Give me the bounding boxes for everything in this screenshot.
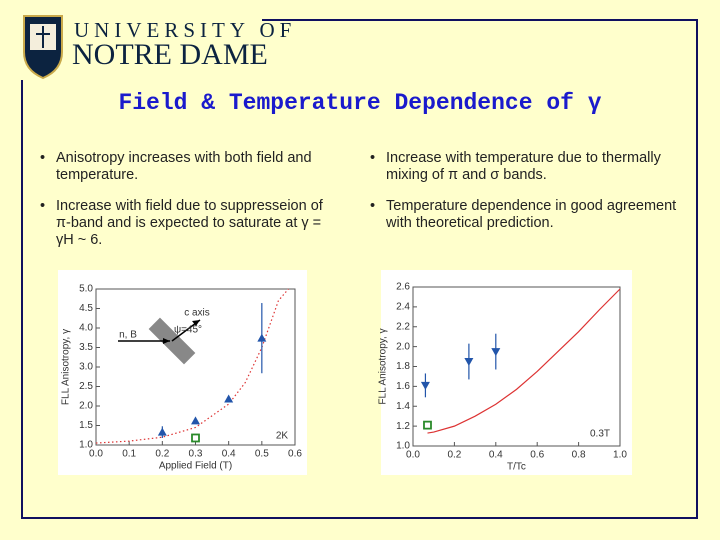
y-tick-label: 2.4 <box>396 302 410 313</box>
x-tick-label: 0.0 <box>89 449 103 460</box>
x-axis-label: Applied Field (T) <box>159 461 232 472</box>
marker <box>420 381 430 390</box>
y-tick-label: 2.2 <box>396 321 410 332</box>
x-tick-label: 0.6 <box>530 450 544 461</box>
y-tick-label: 1.2 <box>396 421 410 432</box>
logo-shield <box>23 15 63 80</box>
x-tick-label: 0.0 <box>406 450 420 461</box>
y-tick-label: 1.0 <box>396 441 410 452</box>
annotation: n, B <box>119 330 137 341</box>
y-tick-label: 1.4 <box>396 401 410 412</box>
y-tick-label: 1.5 <box>79 420 93 431</box>
marker <box>491 348 501 357</box>
frame <box>21 19 698 519</box>
y-tick-label: 3.0 <box>79 362 93 373</box>
header-line: UNIVERSITY OF <box>74 18 297 42</box>
marker <box>191 416 200 425</box>
y-tick-label: 1.8 <box>396 361 410 372</box>
bullet-list: Anisotropy increases with both field and… <box>34 150 334 263</box>
bullet: Increase with temperature due to thermal… <box>364 150 684 184</box>
curve <box>427 288 621 434</box>
y-tick-label: 5.0 <box>79 284 93 295</box>
sample-diagram <box>118 317 201 365</box>
x-tick-label: 0.4 <box>489 450 503 461</box>
x-tick-label: 0.6 <box>288 449 302 460</box>
annotation: 2K <box>276 431 289 442</box>
bullet-list: Increase with temperature due to thermal… <box>364 150 684 246</box>
annotation: ψ=45° <box>174 325 202 336</box>
x-axis-label: T/Tc <box>507 462 526 473</box>
x-tick-label: 0.3 <box>189 449 203 460</box>
x-tick-label: 0.4 <box>222 449 236 460</box>
y-axis-label: FLL Anisotropy, γ <box>61 329 72 405</box>
y-tick-label: 4.5 <box>79 303 93 314</box>
bullet: Increase with field due to suppresseion … <box>34 198 334 249</box>
x-tick-label: 1.0 <box>613 450 627 461</box>
marker <box>224 394 234 403</box>
y-tick-label: 1.6 <box>396 381 410 392</box>
header-line: NOTRE DAME <box>72 38 268 71</box>
x-tick-label: 0.2 <box>447 450 461 461</box>
chart-bg <box>381 270 632 475</box>
x-tick-label: 0.2 <box>155 449 169 460</box>
x-tick-label: 0.8 <box>572 450 586 461</box>
y-tick-label: 1.0 <box>79 440 93 451</box>
y-tick-label: 3.5 <box>79 342 93 353</box>
bullet: Temperature dependence in good agreement… <box>364 198 684 232</box>
marker <box>157 427 167 436</box>
y-tick-label: 2.5 <box>79 381 93 392</box>
bullet: Anisotropy increases with both field and… <box>34 150 334 184</box>
y-tick-label: 2.0 <box>396 341 410 352</box>
annotation: c axis <box>184 308 210 319</box>
x-tick-label: 0.5 <box>255 449 269 460</box>
chart-bg <box>58 270 307 475</box>
x-tick-label: 0.1 <box>122 449 136 460</box>
marker <box>464 358 474 367</box>
marker <box>191 433 200 443</box>
marker <box>257 333 267 342</box>
y-tick-label: 4.0 <box>79 323 93 334</box>
curve <box>95 288 289 444</box>
slide-title: Field & Temperature Dependence of γ <box>118 90 602 116</box>
marker <box>423 420 432 430</box>
annotation: 0.3T <box>590 429 610 440</box>
y-tick-label: 2.6 <box>396 282 410 293</box>
y-axis-label: FLL Anisotropy, γ <box>378 328 389 404</box>
y-tick-label: 2.0 <box>79 401 93 412</box>
